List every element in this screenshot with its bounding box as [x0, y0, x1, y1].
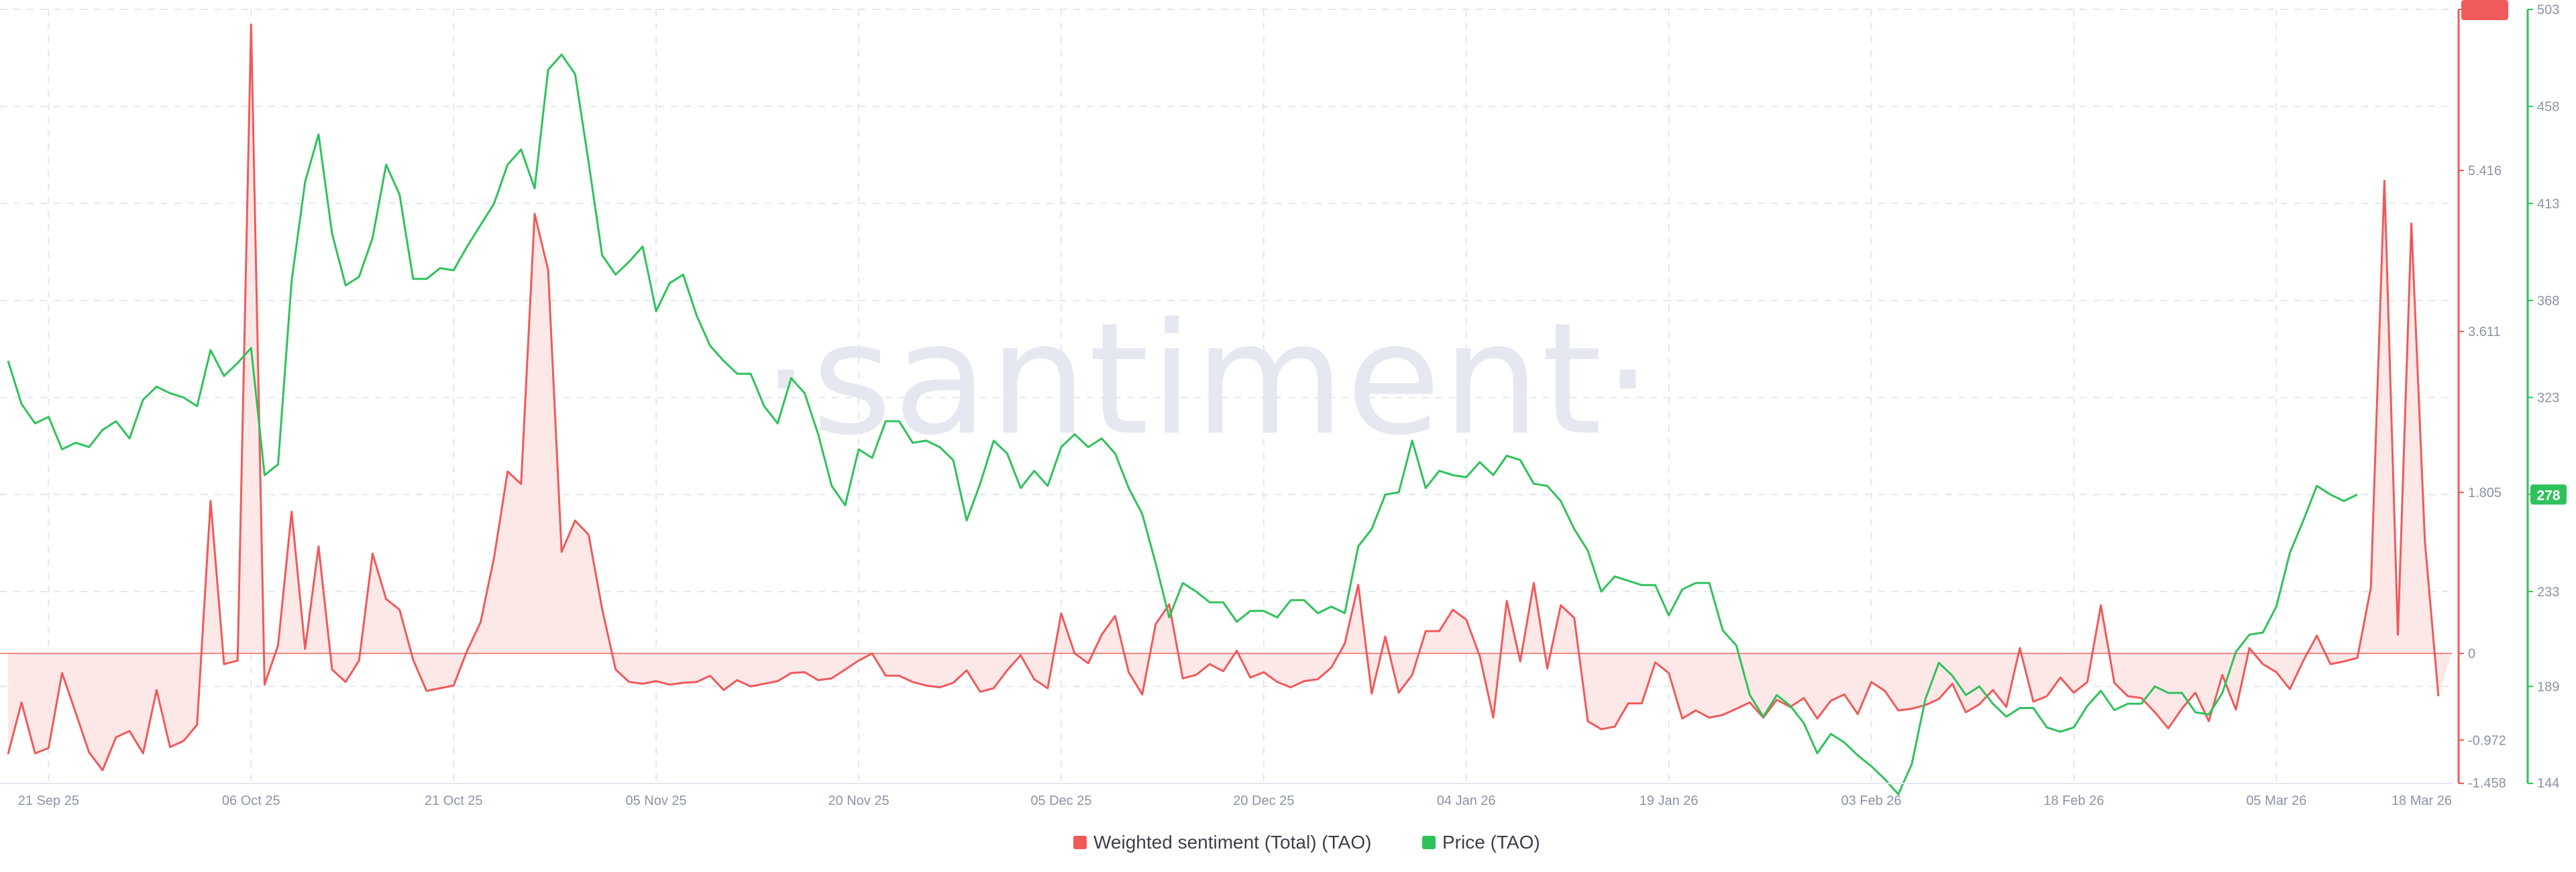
price-tick-label: 413: [2537, 197, 2559, 211]
sentiment-tick-label: -0.972: [2468, 733, 2506, 748]
sentiment-tick-label: 5.416: [2468, 164, 2502, 178]
chart-legend[interactable]: Weighted sentiment (Total) (TAO) Price (T…: [1073, 832, 1540, 853]
series-lines: [7, 23, 2440, 796]
sentiment-tick-label: 3.611: [2468, 325, 2501, 339]
chart-axes: 21 Sep 25 06 Oct 25 21 Oct 25 05 Nov 25 20 N…: [0, 0, 2567, 808]
legend-label: Weighted sentiment (Total) (TAO): [1093, 832, 1371, 853]
price-line: [7, 54, 2358, 796]
price-tick-label: 323: [2537, 391, 2559, 406]
x-tick-label: 06 Oct 25: [222, 794, 280, 808]
x-tick-label: 19 Jan 26: [1640, 794, 1699, 808]
svg-text:278: 278: [2536, 488, 2560, 503]
santiment-watermark: ·santiment·: [761, 290, 1654, 470]
x-tick-label: 20 Dec 25: [1233, 794, 1294, 808]
legend-item[interactable]: Price (TAO): [1422, 832, 1540, 853]
price-tick-label: 189: [2537, 679, 2559, 694]
sentiment-line: [7, 23, 2440, 771]
sentiment-tick-label: 1.805: [2468, 486, 2502, 500]
x-tick-label: 05 Mar 26: [2246, 794, 2306, 808]
x-tick-label: 05 Nov 25: [626, 794, 687, 808]
x-tick-label: 05 Dec 25: [1030, 794, 1091, 808]
legend-label: Price (TAO): [1442, 832, 1540, 853]
price-tick-label: 503: [2537, 3, 2559, 17]
price-tick-label: 233: [2537, 585, 2559, 600]
legend-item[interactable]: Weighted sentiment (Total) (TAO): [1073, 832, 1371, 853]
x-tick-label: 04 Jan 26: [1437, 794, 1496, 808]
price-tick-label: 458: [2537, 100, 2559, 115]
x-tick-label: 18 Feb 26: [2043, 794, 2104, 808]
sentiment-tick-label: -1.458: [2468, 776, 2506, 791]
price-tick-label: 368: [2537, 294, 2559, 309]
svg-text:-0.48: -0.48: [2469, 0, 2501, 3]
x-tick-label: 03 Feb 26: [1841, 794, 1901, 808]
x-tick-label: 21 Oct 25: [425, 794, 483, 808]
legend-swatch: [1073, 836, 1087, 849]
sentiment-tick-label: 0: [2468, 647, 2475, 661]
x-tick-label: 21 Sep 25: [18, 794, 79, 808]
x-tick-label: 20 Nov 25: [828, 794, 889, 808]
sentiment-last-value-badge: -0.48: [2461, 0, 2508, 20]
price-tick-label: 144: [2537, 776, 2559, 791]
legend-swatch: [1422, 836, 1436, 849]
price-last-value-badge: 278: [2530, 484, 2567, 505]
x-tick-label: 18 Mar 26: [2392, 794, 2452, 808]
